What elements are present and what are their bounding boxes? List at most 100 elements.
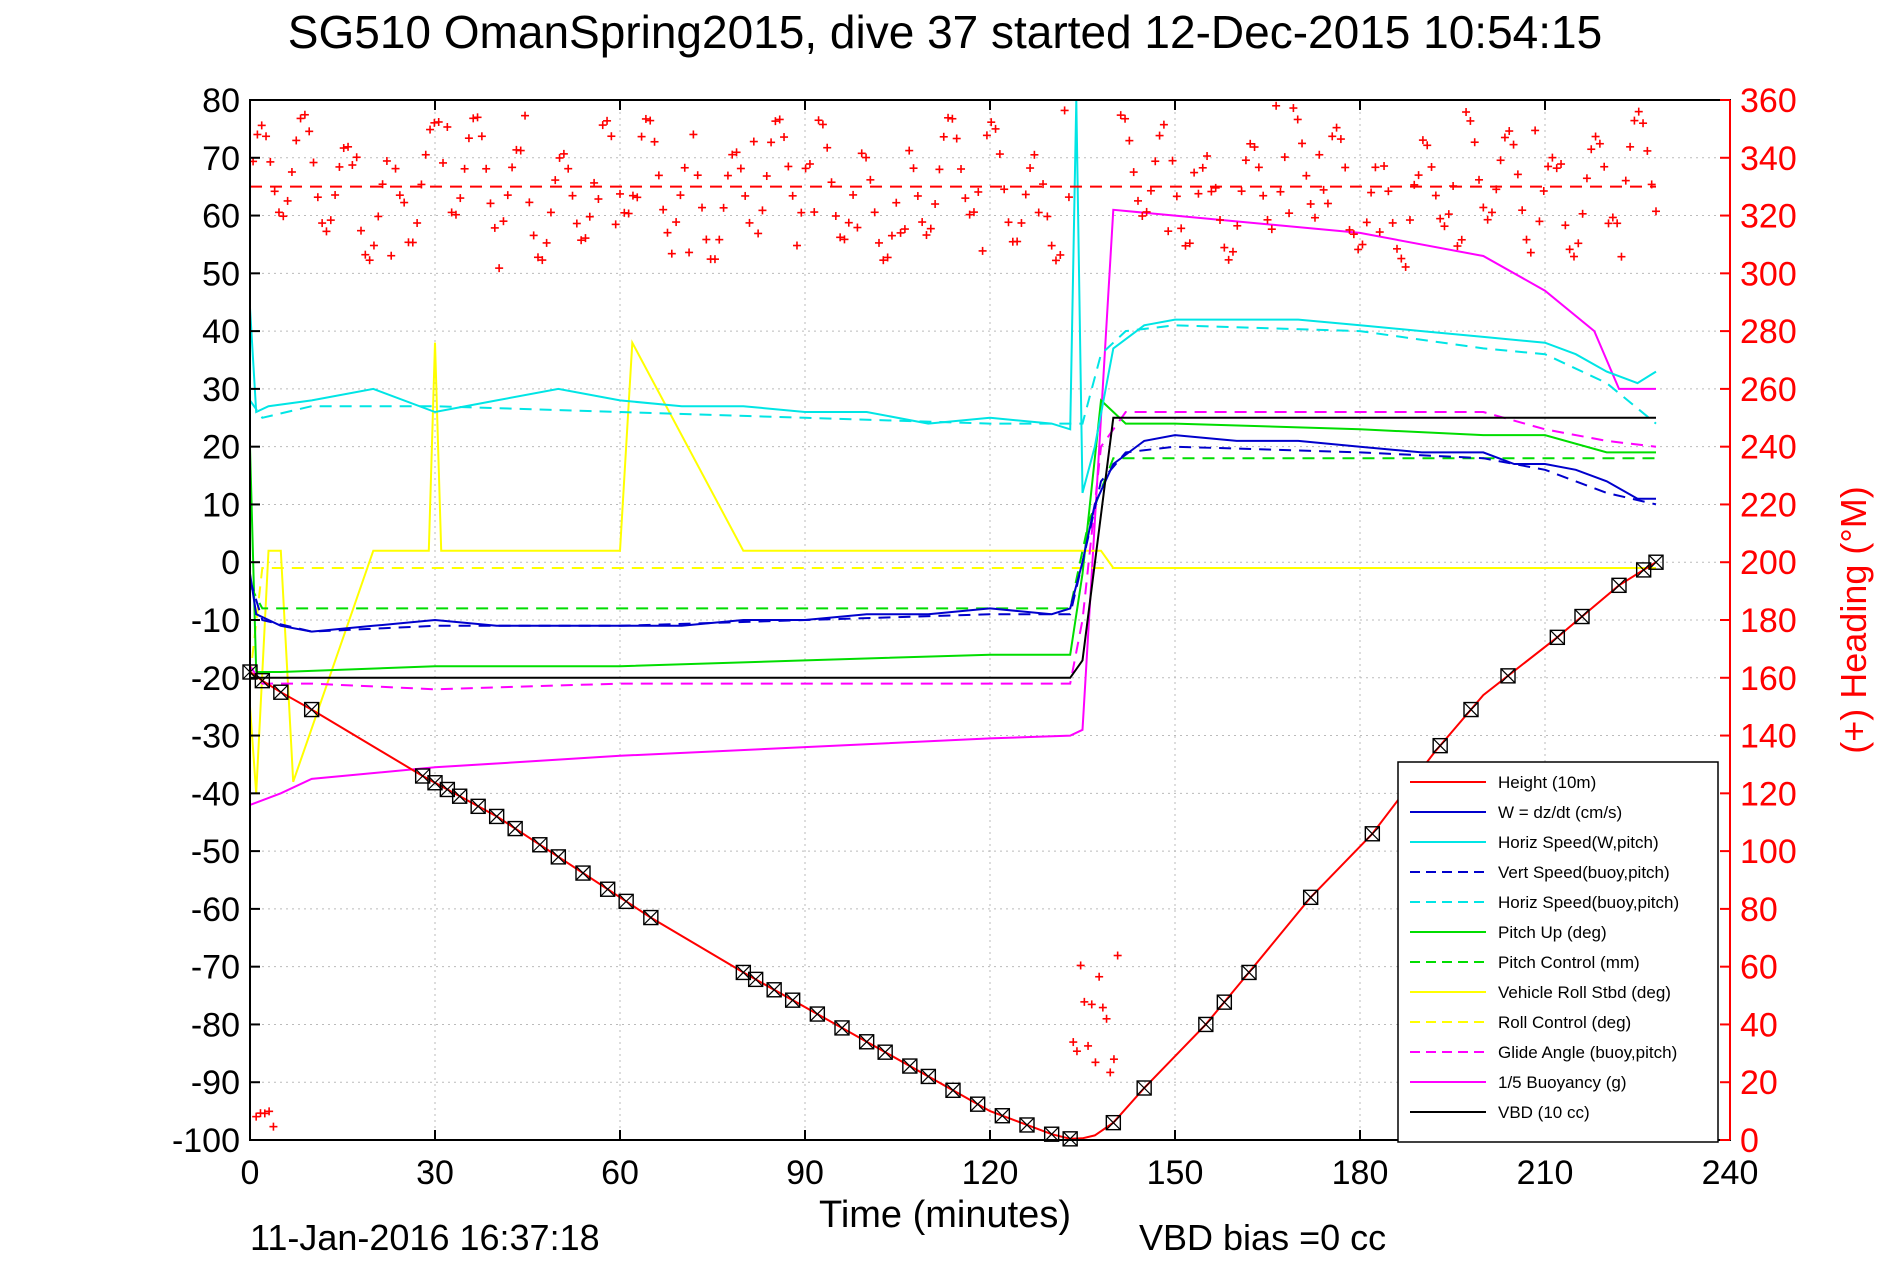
height-marker-x: [1062, 1131, 1078, 1147]
y-tick-label: -50: [191, 833, 240, 871]
legend-label: Vert Speed(buoy,pitch): [1498, 863, 1670, 882]
x-axis-label: Time (minutes): [819, 1194, 1071, 1236]
x-tick-label: 150: [1147, 1154, 1204, 1192]
height-marker-x: [735, 965, 751, 980]
height-marker-box: [858, 1034, 875, 1050]
height-marker-x: [1500, 668, 1516, 684]
y2-tick-label: 200: [1740, 544, 1797, 582]
height-marker-box: [834, 1020, 850, 1036]
height-marker-box: [994, 1108, 1011, 1124]
y2-tick-label: 80: [1740, 891, 1778, 929]
height-marker-box: [618, 893, 634, 910]
height-marker-x: [439, 782, 455, 797]
y2-tick-label: 280: [1740, 313, 1797, 351]
height-marker-box: [1500, 668, 1516, 684]
height-marker-box: [303, 701, 320, 718]
height-marker-x: [1216, 994, 1232, 1010]
y2-tick-label: 360: [1740, 82, 1797, 120]
y-tick-label: -30: [191, 718, 240, 756]
height-marker-box: [507, 820, 523, 837]
height-marker-box: [1105, 1114, 1122, 1131]
x-tick-label: 180: [1332, 1154, 1389, 1192]
y-tick-label: 60: [202, 198, 240, 236]
height-marker-x: [920, 1069, 936, 1084]
series-line-horiz-speed-buoy-pitch: [249, 324, 1657, 425]
height-marker-box: [1019, 1117, 1035, 1133]
height-marker-x: [1044, 1126, 1060, 1142]
heading-markers: [249, 101, 1660, 1131]
height-marker-x: [809, 1006, 825, 1022]
y2-tick-label: 120: [1740, 775, 1797, 813]
y-tick-label: -40: [191, 775, 240, 813]
height-marker-box: [809, 1006, 826, 1022]
height-marker-box: [877, 1044, 893, 1060]
height-marker-box: [599, 881, 616, 897]
y2-tick-label: 100: [1740, 833, 1797, 871]
height-marker-x: [452, 788, 468, 804]
y2-tick-label: 260: [1740, 371, 1797, 409]
height-marker-box: [747, 971, 764, 988]
x-tick-label: 30: [416, 1154, 454, 1192]
height-marker-box: [1432, 737, 1448, 754]
height-marker-x: [1019, 1117, 1035, 1133]
height-marker-box: [273, 684, 289, 700]
legend-label: W = dz/dt (cm/s): [1498, 803, 1622, 822]
height-marker-x: [1648, 554, 1664, 570]
y-tick-label: -80: [191, 1006, 240, 1044]
y2-tick-label: 140: [1740, 718, 1797, 756]
series-line-1-5-buoyancy-g: [249, 208, 1656, 806]
height-marker-box: [1364, 826, 1381, 842]
legend-label: Roll Control (deg): [1498, 1013, 1631, 1032]
height-marker-box: [1241, 964, 1257, 981]
height-marker-x: [1463, 702, 1479, 717]
y2-tick-label: 180: [1740, 602, 1797, 640]
series-line-pitch-control-mm: [249, 457, 1656, 610]
height-marker-x: [877, 1044, 893, 1060]
height-marker-box: [451, 788, 468, 804]
height-markers: [242, 554, 1664, 1147]
legend-label: VBD (10 cc): [1498, 1103, 1590, 1122]
height-marker-x: [1198, 1017, 1214, 1032]
height-marker-x: [1364, 826, 1380, 842]
height-marker-box: [643, 909, 659, 926]
legend-label: Horiz Speed(W,pitch): [1498, 833, 1659, 852]
height-marker-x: [785, 992, 801, 1008]
y-tick-label: -10: [191, 602, 240, 640]
series-line-vehicle-roll-stbd-deg: [249, 339, 1656, 794]
y2-tick-label: 40: [1740, 1006, 1778, 1044]
y-tick-label: 40: [202, 313, 240, 351]
y-tick-label: 50: [202, 255, 240, 293]
height-marker-x: [748, 971, 764, 987]
height-marker-x: [1432, 738, 1448, 754]
y-tick-label: 80: [202, 82, 240, 120]
height-marker-box: [1611, 577, 1627, 594]
height-marker-x: [304, 702, 320, 717]
height-marker-box: [575, 865, 591, 881]
height-marker-x: [945, 1082, 961, 1098]
series-line-pitch-up-deg: [249, 398, 1656, 673]
height-marker-x: [254, 673, 270, 689]
series-line-vert-speed-buoy-pitch: [249, 445, 1657, 633]
y-tick-label: 10: [202, 486, 240, 524]
y2-tick-label: 0: [1740, 1122, 1759, 1160]
height-marker-x: [1136, 1080, 1152, 1096]
height-marker-x: [994, 1108, 1010, 1124]
height-marker-box: [254, 672, 271, 689]
height-marker-box: [1635, 562, 1652, 578]
height-marker-x: [532, 837, 548, 853]
height-marker-box: [1216, 994, 1233, 1010]
height-marker-box: [945, 1082, 961, 1099]
x-tick-label: 0: [241, 1154, 260, 1192]
y-tick-label: -60: [191, 891, 240, 929]
height-marker-box: [1549, 629, 1566, 646]
y-tick-label: -20: [191, 660, 240, 698]
y-tick-label: 20: [202, 429, 240, 467]
x-tick-label: 240: [1702, 1154, 1759, 1192]
height-marker-x: [834, 1020, 850, 1036]
height-marker-x: [618, 893, 634, 909]
legend: Height (10m) W = dz/dt (cm/s) Horiz Speed(…: [1397, 761, 1719, 1143]
y2-tick-label: 220: [1740, 486, 1797, 524]
y-tick-label: 70: [202, 140, 240, 178]
legend-label: Pitch Up (deg): [1498, 923, 1607, 942]
